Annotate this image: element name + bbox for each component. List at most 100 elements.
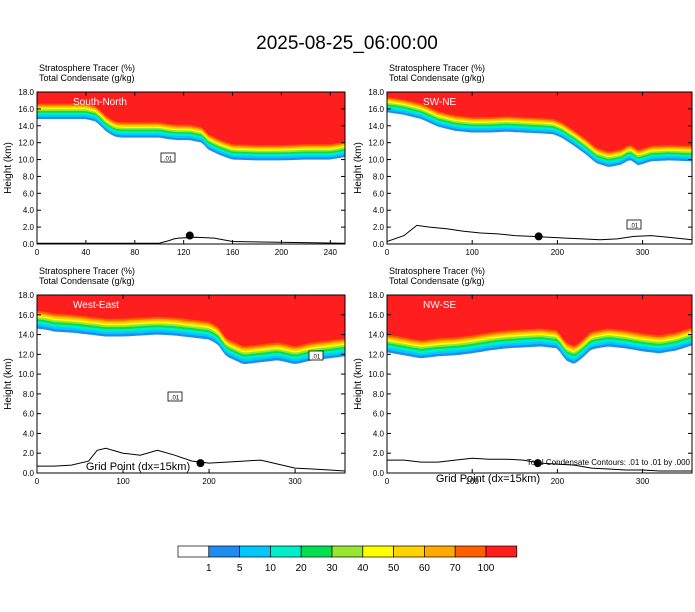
x-tick-label: 200 xyxy=(202,477,216,486)
x-tick-label: 300 xyxy=(288,477,302,486)
y-tick-label: 2.0 xyxy=(23,223,35,232)
y-tick-label: 4.0 xyxy=(373,429,385,438)
location-marker xyxy=(185,231,194,240)
cross-section-name: NW-SE xyxy=(423,300,456,311)
y-tick-label: 18.0 xyxy=(368,88,384,97)
x-tick-label: 200 xyxy=(551,477,565,486)
tracer-band-100 xyxy=(37,295,345,347)
y-tick-label: 18.0 xyxy=(18,88,34,97)
panel-header-label: Stratosphere Tracer (%) xyxy=(389,266,485,276)
y-tick-label: 6.0 xyxy=(23,189,35,198)
colorbar-tick-label: 70 xyxy=(450,563,462,574)
x-tick-label: 0 xyxy=(385,477,390,486)
x-axis-label-left: Grid Point (dx=15km) xyxy=(86,461,190,473)
y-tick-label: 12.0 xyxy=(368,350,384,359)
x-tick-label: 120 xyxy=(177,248,191,257)
y-tick-label: 4.0 xyxy=(373,206,385,215)
panel-west-east: 0.0 2.0 4.0 6.0 8.0 10.0 12.0 14.0 16.0 18.0 0 100 2… xyxy=(3,266,346,486)
y-tick-label: 8.0 xyxy=(23,390,35,399)
panels-group: 0.0 2.0 4.0 6.0 8.0 10.0 12.0 14.0 16.0 18.0 0 40 80… xyxy=(3,63,693,486)
y-tick-label: 14.0 xyxy=(18,122,34,131)
y-tick-label: 18.0 xyxy=(368,291,384,300)
y-tick-label: 14.0 xyxy=(368,122,384,131)
contour-label-box xyxy=(167,391,183,402)
x-tick-label: 0 xyxy=(35,477,40,486)
y-tick-label: 12.0 xyxy=(18,139,34,148)
location-marker xyxy=(534,232,543,241)
y-tick-label: 12.0 xyxy=(18,350,34,359)
colorbar-swatch xyxy=(362,545,394,558)
y-tick-label: 8.0 xyxy=(373,172,385,181)
colorbar: 1 5 10 20 30 40 50 60 70 100 xyxy=(177,545,518,574)
panel-header-label: Stratosphere Tracer (%) xyxy=(39,63,135,73)
location-marker xyxy=(196,459,205,468)
colorbar-swatch xyxy=(177,545,210,558)
x-tick-label: 100 xyxy=(466,248,480,257)
contour-label-box xyxy=(308,350,324,361)
y-tick-label: 2.0 xyxy=(373,223,385,232)
terrain-line xyxy=(387,224,692,242)
colorbar-swatch xyxy=(485,545,518,558)
y-tick-label: 16.0 xyxy=(368,105,384,114)
y-tick-label: 16.0 xyxy=(368,311,384,320)
colorbar-tick-label: 40 xyxy=(357,563,369,574)
y-tick-label: 16.0 xyxy=(18,311,34,320)
tracer-field xyxy=(387,92,692,242)
colorbar-swatch xyxy=(239,545,271,558)
y-tick-label: 12.0 xyxy=(368,139,384,148)
colorbar-tick-label: 10 xyxy=(265,563,277,574)
colorbar-tick-label: 100 xyxy=(478,563,495,574)
x-tick-label: 200 xyxy=(275,248,289,257)
y-tick-label: 0.0 xyxy=(23,469,35,478)
y-axis-label: Height (km) xyxy=(353,358,364,410)
contour-label-box xyxy=(626,219,642,230)
x-tick-label: 300 xyxy=(636,248,650,257)
panel-header-label: Total Condensate (g/kg) xyxy=(39,73,135,83)
colorbar-tick-label: 1 xyxy=(206,563,212,574)
panel-sw-ne: 0.0 2.0 4.0 6.0 8.0 10.0 12.0 14.0 16.0 18.0 0 100 2… xyxy=(353,63,693,257)
contour-label-box xyxy=(160,152,176,163)
x-tick-label: 240 xyxy=(324,248,338,257)
x-tick-label: 0 xyxy=(385,248,390,257)
y-tick-label: 2.0 xyxy=(373,449,385,458)
colorbar-swatch xyxy=(393,545,425,558)
y-tick-label: 8.0 xyxy=(373,390,385,399)
contour-label: .01 xyxy=(164,157,173,163)
colorbar-swatch xyxy=(270,545,302,558)
y-tick-label: 4.0 xyxy=(23,206,35,215)
x-tick-label: 300 xyxy=(636,477,650,486)
y-axis-label: Height (km) xyxy=(353,142,364,194)
colorbar-tick-label: 20 xyxy=(296,563,308,574)
contour-label: .01 xyxy=(312,355,321,361)
y-tick-label: 10.0 xyxy=(18,370,34,379)
panel-header-label: Stratosphere Tracer (%) xyxy=(389,63,485,73)
y-tick-label: 6.0 xyxy=(373,410,385,419)
y-tick-label: 6.0 xyxy=(23,410,35,419)
panel-nw-se: 0.0 2.0 4.0 6.0 8.0 10.0 12.0 14.0 16.0 18.0 0 100 2… xyxy=(353,266,693,486)
tracer-field xyxy=(387,295,692,472)
x-tick-label: 100 xyxy=(466,477,480,486)
colorbar-tick-label: 50 xyxy=(388,563,400,574)
y-tick-label: 14.0 xyxy=(368,331,384,340)
colorbar-swatch xyxy=(208,545,240,558)
y-tick-label: 8.0 xyxy=(23,172,35,181)
colorbar-swatch xyxy=(454,545,487,558)
location-marker xyxy=(533,459,542,468)
x-tick-label: 160 xyxy=(226,248,240,257)
y-tick-label: 10.0 xyxy=(368,156,384,165)
cross-section-name: West-East xyxy=(73,300,119,311)
plot-frame xyxy=(36,294,346,474)
terrain-line xyxy=(37,236,345,244)
panel-south-north: 0.0 2.0 4.0 6.0 8.0 10.0 12.0 14.0 16.0 18.0 0 40 80… xyxy=(3,63,346,257)
y-tick-label: 18.0 xyxy=(18,291,34,300)
tracer-band-100 xyxy=(387,92,692,152)
y-tick-label: 2.0 xyxy=(23,449,35,458)
y-axis-label: Height (km) xyxy=(3,358,14,410)
y-tick-label: 10.0 xyxy=(18,156,34,165)
tracer-field xyxy=(37,92,345,244)
y-tick-label: 6.0 xyxy=(373,189,385,198)
colorbar-tick-label: 5 xyxy=(237,563,243,574)
tracer-band-100 xyxy=(37,92,345,146)
plot-frame xyxy=(386,294,693,474)
